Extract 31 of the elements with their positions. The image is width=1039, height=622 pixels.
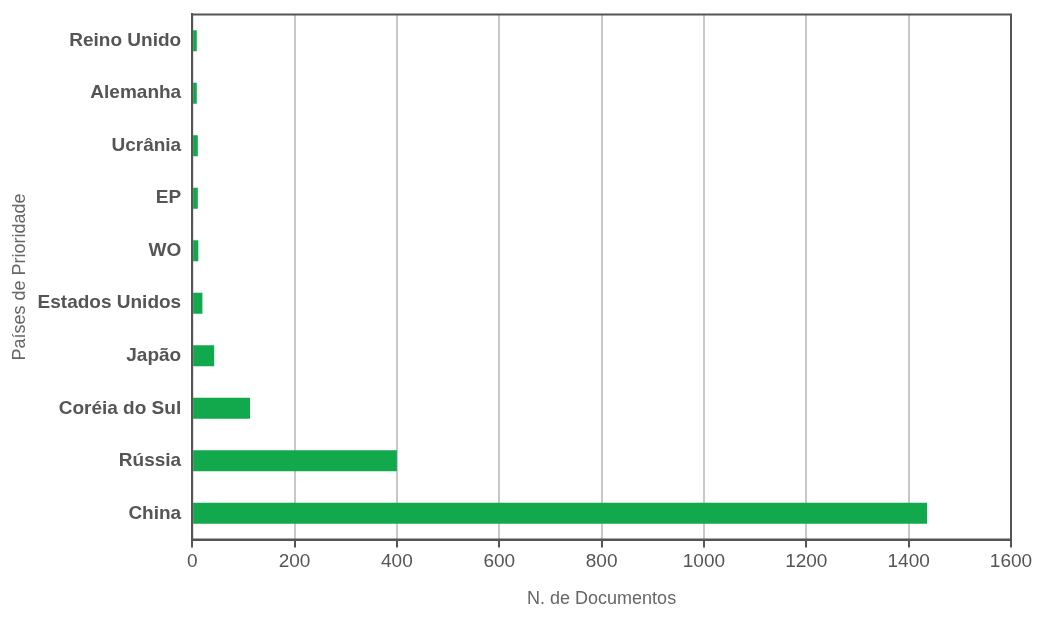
bar — [193, 187, 198, 209]
x-axis-title: N. de Documentos — [527, 588, 677, 609]
x-tick-label: 400 — [381, 550, 413, 572]
bar — [193, 502, 928, 524]
y-tick-label: China — [128, 501, 182, 523]
y-tick-label: Rússia — [118, 449, 182, 471]
x-tick-label: 1000 — [682, 550, 726, 572]
x-tick-label: 1200 — [785, 550, 828, 572]
bar — [193, 345, 215, 367]
bar — [193, 240, 199, 262]
y-tick-label: Japão — [126, 344, 182, 366]
x-tick-label: 1600 — [989, 550, 1033, 572]
bar — [193, 450, 397, 472]
y-tick-label: Alemanha — [90, 81, 182, 103]
y-axis-title: Países de Prioridade — [8, 193, 29, 361]
y-tick-label: WO — [148, 238, 182, 260]
bar — [193, 30, 197, 52]
x-tick-label: 0 — [186, 550, 198, 572]
y-tick-label: Reino Unido — [69, 28, 182, 50]
y-tick-label: Coréia do Sul — [58, 396, 182, 418]
bar — [193, 292, 203, 314]
y-tick-label: Estados Unidos — [37, 291, 182, 313]
bar — [193, 135, 198, 157]
bar — [193, 397, 251, 419]
x-tick-label: 600 — [483, 550, 516, 572]
y-tick-label: Ucrânia — [111, 133, 182, 155]
y-tick-label: EP — [155, 186, 182, 208]
x-tick-label: 1400 — [887, 550, 930, 572]
x-tick-label: 200 — [278, 550, 311, 572]
bar — [193, 82, 197, 104]
x-tick-label: 800 — [585, 550, 618, 572]
